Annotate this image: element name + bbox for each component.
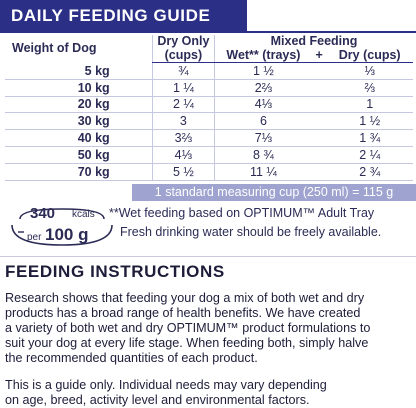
table-row: 10 kg 1 ¼ 2⅔ ⅔ <box>5 79 413 97</box>
table-header-row-2: (cups) Wet** (trays) + Dry (cups) <box>5 48 413 63</box>
mixed-dry-cell: 1 ½ <box>326 112 413 131</box>
table-row: 30 kg 3 6 1 ½ <box>5 112 413 131</box>
paragraph-line: suit your dog at every life stage. When … <box>5 336 369 351</box>
kcal-amount: 100 g <box>45 225 89 244</box>
weight-cell: 10 kg <box>5 79 153 97</box>
kcal-per-label: per <box>27 232 42 243</box>
weight-cell: 30 kg <box>5 112 153 131</box>
wet-cell: 8 ¾ <box>214 146 312 164</box>
mixed-dry-header: Dry (cups) <box>326 48 413 63</box>
wet-cell: 1 ½ <box>214 62 312 80</box>
dry-only-cell: 2 ¼ <box>151 96 216 114</box>
wet-cell: 11 ¼ <box>214 163 312 181</box>
dry-only-cell: ¾ <box>151 62 216 80</box>
instructions-paragraph-1: Research shows that feeding your dog a m… <box>5 291 413 366</box>
weight-cell: 5 kg <box>5 62 153 80</box>
dry-only-header: Dry Only <box>151 35 216 48</box>
table-row: 40 kg 3⅔ 7⅓ 1 ¾ <box>5 129 413 147</box>
measuring-cup-note: 1 standard measuring cup (250 ml) = 115 … <box>132 184 416 201</box>
paragraph-line: on age, breed, activity level and enviro… <box>5 393 310 408</box>
bowl-icon <box>11 208 113 246</box>
instructions-title: FEEDING INSTRUCTIONS <box>5 262 225 281</box>
section-divider <box>0 256 416 257</box>
dry-only-cell: 5 ½ <box>151 163 216 181</box>
mixed-dry-cell: 1 <box>326 96 413 114</box>
wet-feeding-note: **Wet feeding based on OPTIMUM™ Adult Tr… <box>109 206 375 220</box>
paragraph-line: a variety of both wet and dry OPTIMUM™ p… <box>5 321 371 336</box>
plus-cell <box>311 129 327 147</box>
weight-cell: 40 kg <box>5 129 153 147</box>
paragraph-line: This is a guide only. Individual needs m… <box>5 378 327 392</box>
plus-cell <box>311 163 327 181</box>
table-row: 20 kg 2 ¼ 4⅓ 1 <box>5 96 413 114</box>
plus-cell <box>311 79 327 97</box>
dry-only-cell: 4⅓ <box>151 146 216 164</box>
table-row: 5 kg ¾ 1 ½ ⅓ <box>5 62 413 80</box>
feeding-table: Weight of Dog Dry Only Mixed Feeding (cu… <box>5 35 413 181</box>
dry-only-unit-header: (cups) <box>151 48 216 63</box>
title-underline <box>0 31 416 33</box>
mixed-dry-cell: ⅔ <box>326 79 413 97</box>
weight-cell: 20 kg <box>5 96 153 114</box>
plus-sign: + <box>311 48 327 63</box>
table-header-row-1: Weight of Dog Dry Only Mixed Feeding <box>5 34 413 55</box>
wet-cell: 6 <box>214 112 312 131</box>
plus-cell <box>311 112 327 131</box>
mixed-dry-cell: 2 ¼ <box>326 146 413 164</box>
wet-cell: 4⅓ <box>214 96 312 114</box>
paragraph-line: the recommended quantities of each produ… <box>5 351 258 366</box>
plus-cell <box>311 146 327 164</box>
feeding-guide-title: DAILY FEEDING GUIDE <box>0 0 247 31</box>
wet-cell: 2⅔ <box>214 79 312 97</box>
dry-only-cell: 1 ¼ <box>151 79 216 97</box>
kcal-badge: 340 kcals per 100 g <box>10 203 114 249</box>
mixed-dry-cell: 2 ¾ <box>326 163 413 181</box>
mixed-dry-cell: 1 ¾ <box>326 129 413 147</box>
wet-header: Wet** (trays) <box>214 48 312 63</box>
mixed-feeding-header: Mixed Feeding <box>270 34 358 48</box>
weight-cell: 50 kg <box>5 146 153 164</box>
dry-only-cell: 3⅔ <box>151 129 216 147</box>
paragraph-line: products has a broad range of health ben… <box>5 306 361 321</box>
dry-only-cell: 3 <box>151 112 216 131</box>
kcal-unit: kcals <box>72 209 95 220</box>
water-note: Fresh drinking water should be freely av… <box>120 225 382 239</box>
table-row: 70 kg 5 ½ 11 ¼ 2 ¾ <box>5 163 413 181</box>
weight-cell: 70 kg <box>5 163 153 181</box>
table-row: 50 kg 4⅓ 8 ¾ 2 ¼ <box>5 146 413 164</box>
wet-cell: 7⅓ <box>214 129 312 147</box>
plus-cell <box>311 96 327 114</box>
kcal-value: 340 <box>30 205 56 222</box>
weight-header: Weight of Dog <box>12 41 97 56</box>
mixed-dry-cell: ⅓ <box>326 62 413 80</box>
instructions-paragraph-2: This is a guide only. Individual needs m… <box>5 378 413 408</box>
paragraph-line: Research shows that feeding your dog a m… <box>5 291 365 305</box>
plus-cell <box>311 62 327 80</box>
